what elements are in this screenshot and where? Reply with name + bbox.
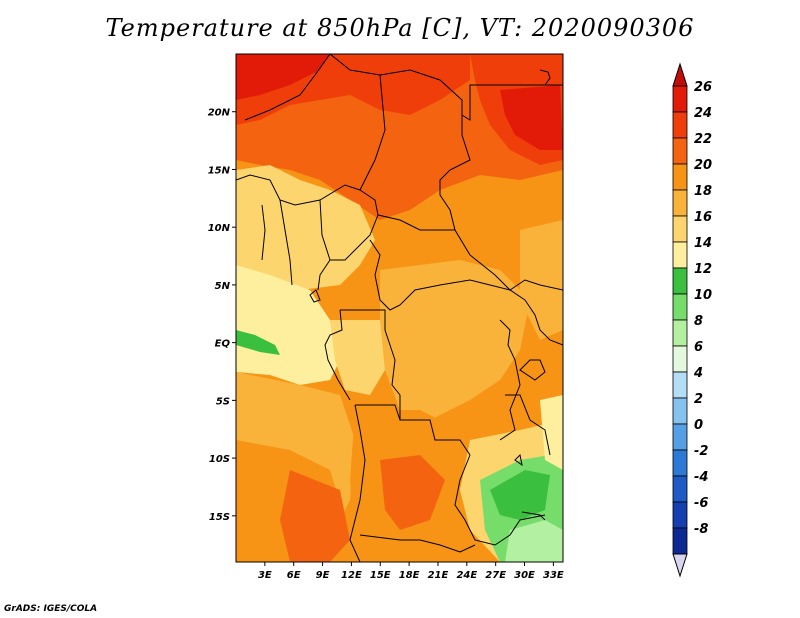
colorbar-swatch: [672, 423, 688, 451]
lon-tick-label: 33E: [543, 570, 564, 581]
region-16-congo: [330, 320, 385, 395]
colorbar-label: 4: [693, 366, 703, 381]
footer-credit: GrADS: IGES/COLA: [4, 604, 98, 614]
region-22-southwest: [280, 470, 350, 562]
colorbar-label: 26: [694, 80, 712, 95]
region-14-gulf: [236, 265, 340, 385]
colorbar-label: 2: [694, 392, 703, 407]
map-frame: [235, 53, 564, 563]
lon-tick-label: 27E: [485, 570, 506, 581]
colorbar-swatch: [672, 85, 688, 113]
colorbar-swatch: [672, 475, 688, 503]
lat-tick-label: 15N: [208, 165, 231, 176]
colorbar-label: 18: [694, 184, 712, 199]
colorbar-swatch: [672, 189, 688, 217]
colorbar-swatch: [672, 267, 688, 295]
lat-tick-label: 5N: [215, 281, 231, 292]
colorbar-label: -4: [694, 470, 708, 485]
region-8-southeast: [505, 520, 563, 562]
colorbar-label: 22: [694, 132, 712, 147]
colorbar-swatch: [672, 527, 688, 555]
lon-tick-label: 24E: [456, 570, 477, 581]
colorbar-swatch: [672, 371, 688, 399]
colorbar-label: 12: [694, 262, 712, 277]
lon-tick-label: 9E: [316, 570, 330, 581]
lon-tick-label: 15E: [370, 570, 391, 581]
colorbar-swatch: [672, 163, 688, 191]
colorbar-label: 24: [694, 106, 712, 121]
lon-tick-label: 21E: [428, 570, 449, 581]
region-14-east: [540, 395, 563, 470]
colorbar-label: 8: [694, 314, 703, 329]
lon-tick-label: 6E: [287, 570, 301, 581]
colorbar-swatch: [672, 319, 688, 347]
region-16-west: [236, 165, 375, 290]
lat-tick-label: 5S: [216, 396, 230, 407]
map-title: Temperature at 850hPa [C], VT: 202009030…: [105, 14, 695, 42]
lat-tick-label: 10N: [208, 223, 231, 234]
lon-tick-label: 18E: [399, 570, 420, 581]
colorbar-swatch: [672, 501, 688, 529]
lat-tick-label: 20N: [208, 108, 231, 119]
colorbar-swatch: [672, 137, 688, 165]
colorbar-swatch: [672, 215, 688, 243]
colorbar-label: -2: [694, 444, 708, 459]
region-12-southeast: [490, 470, 550, 520]
region-22-angola: [380, 455, 445, 530]
colorbar-swatch: [672, 345, 688, 373]
colorbar-swatch: [672, 241, 688, 269]
lat-tick-label: 10S: [209, 454, 230, 465]
region-26-west: [236, 54, 330, 100]
longitude-axis: 3E 6E 9E 12E 15E 18E 21E 24E 27E 30E 33E: [258, 562, 564, 581]
colorbar-swatch: [672, 397, 688, 425]
colorbar-label: -8: [694, 522, 708, 537]
colorbar-bottom-arrow: [672, 553, 688, 578]
lon-tick-label: 30E: [514, 570, 535, 581]
colorbar-label: 6: [694, 340, 703, 355]
colorbar-label: 14: [694, 236, 712, 251]
lat-tick-label: 15S: [209, 512, 230, 523]
temperature-field: [236, 54, 563, 562]
colorbar-swatch: [672, 293, 688, 321]
colorbar-top-arrow: [672, 62, 688, 87]
region-26-east: [500, 85, 563, 150]
colorbar-label: 16: [694, 210, 712, 225]
colorbar-label: 20: [694, 158, 712, 173]
colorbar-swatch: [672, 111, 688, 139]
latitude-axis: 20N 15N 10N 5N EQ 5S 10S 15S: [208, 108, 236, 523]
region-18-central: [380, 260, 530, 420]
colorbar-label: 10: [694, 288, 712, 303]
lon-tick-label: 3E: [258, 570, 272, 581]
lon-tick-label: 12E: [341, 570, 362, 581]
colorbar-label: 0: [694, 418, 703, 433]
region-12-ocean: [236, 330, 280, 355]
lat-tick-label: EQ: [215, 339, 231, 350]
region-18-east: [520, 220, 563, 340]
colorbar-swatch: [672, 449, 688, 477]
country-borders: [236, 54, 563, 562]
colorbar-label: -6: [694, 496, 708, 511]
